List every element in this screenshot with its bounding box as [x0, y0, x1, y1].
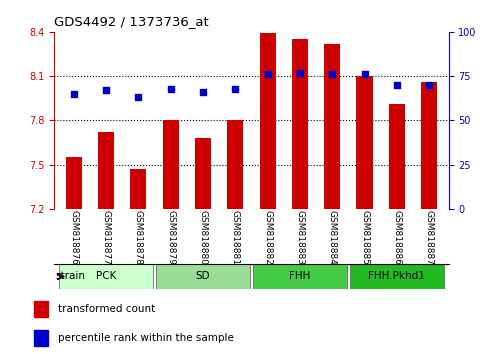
Point [70, 91, 77, 97]
Bar [324, 44, 340, 209]
Text: GSM818877: GSM818877 [102, 210, 110, 265]
Text: transformed count: transformed count [58, 304, 155, 314]
Text: percentile rank within the sample: percentile rank within the sample [58, 333, 234, 343]
Bar [227, 120, 244, 209]
Point [231, 86, 239, 91]
Bar [292, 39, 308, 209]
Text: GSM818886: GSM818886 [392, 210, 401, 265]
Point [296, 70, 304, 75]
Bar [356, 76, 373, 209]
Bar [389, 104, 405, 209]
Text: GSM818880: GSM818880 [199, 210, 208, 265]
Bar [259, 33, 276, 209]
Bar [34, 301, 48, 317]
Point [361, 72, 369, 77]
Point [425, 82, 433, 88]
Text: GSM818885: GSM818885 [360, 210, 369, 265]
Point [264, 72, 272, 77]
Text: GSM818887: GSM818887 [425, 210, 434, 265]
Bar [66, 157, 82, 209]
Bar [350, 264, 444, 289]
Bar [421, 82, 437, 209]
Text: FHH.Pkhd1: FHH.Pkhd1 [368, 272, 425, 281]
Bar [163, 120, 178, 209]
Point [328, 72, 336, 77]
Bar [34, 330, 48, 346]
Text: PCK: PCK [96, 272, 116, 281]
Text: GSM818883: GSM818883 [295, 210, 304, 265]
Point [393, 82, 401, 88]
Bar [98, 132, 114, 209]
Text: strain: strain [56, 272, 85, 281]
Text: GSM818879: GSM818879 [166, 210, 175, 265]
Text: GSM818884: GSM818884 [328, 210, 337, 265]
Text: GSM818882: GSM818882 [263, 210, 272, 265]
Bar [130, 169, 146, 209]
Text: FHH: FHH [289, 272, 311, 281]
Bar [59, 264, 153, 289]
Bar [156, 264, 250, 289]
Point [167, 86, 175, 91]
Text: GSM818881: GSM818881 [231, 210, 240, 265]
Text: GSM818876: GSM818876 [69, 210, 78, 265]
Point [134, 95, 142, 100]
Bar [253, 264, 347, 289]
Bar [195, 138, 211, 209]
Text: SD: SD [196, 272, 210, 281]
Text: GDS4492 / 1373736_at: GDS4492 / 1373736_at [54, 15, 209, 28]
Point [102, 87, 110, 93]
Point [199, 89, 207, 95]
Text: GSM818878: GSM818878 [134, 210, 143, 265]
